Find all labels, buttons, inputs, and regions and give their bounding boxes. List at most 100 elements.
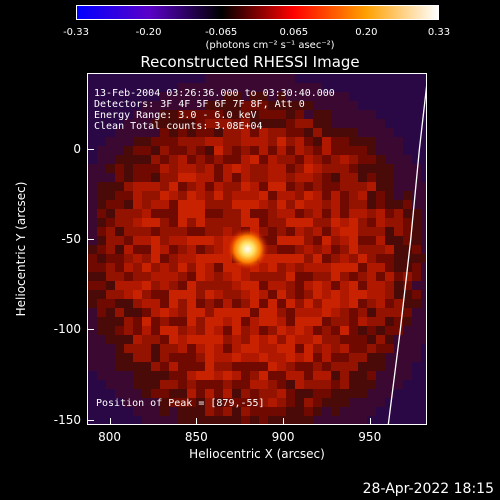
heatmap-pixel (295, 371, 304, 380)
heatmap-pixel (151, 407, 160, 416)
heatmap-pixel (133, 407, 142, 416)
heatmap-pixel (304, 317, 313, 326)
heatmap-pixel (286, 317, 295, 326)
heatmap-pixel (340, 380, 349, 389)
heatmap-pixel (313, 344, 322, 353)
heatmap-pixel (358, 200, 367, 209)
heatmap-pixel (259, 380, 268, 389)
heatmap-pixel (124, 299, 133, 308)
heatmap-pixel (358, 182, 367, 191)
heatmap-pixel (259, 173, 268, 182)
heatmap-pixel (394, 209, 403, 218)
heatmap-pixel (250, 137, 259, 146)
heatmap-pixel (259, 362, 268, 371)
heatmap-pixel (421, 299, 426, 308)
heatmap-pixel (160, 371, 169, 380)
heatmap-pixel (142, 308, 151, 317)
heatmap-pixel (241, 290, 250, 299)
heatmap-pixel (178, 218, 187, 227)
heatmap-pixel (97, 173, 106, 182)
heatmap-pixel (313, 407, 322, 416)
heatmap-pixel (367, 263, 376, 272)
heatmap-pixel (142, 227, 151, 236)
heatmap-pixel (295, 155, 304, 164)
heatmap-pixel (241, 155, 250, 164)
heatmap-pixel (124, 317, 133, 326)
heatmap-pixel (241, 119, 250, 128)
heatmap-pixel (277, 164, 286, 173)
heatmap-pixel (169, 398, 178, 407)
heatmap-pixel (142, 155, 151, 164)
heatmap-pixel (196, 173, 205, 182)
heatmap-pixel (295, 353, 304, 362)
heatmap-pixel (376, 236, 385, 245)
heatmap-pixel (277, 398, 286, 407)
heatmap-pixel (241, 380, 250, 389)
heatmap-pixel (133, 173, 142, 182)
heatmap-pixel (322, 299, 331, 308)
heatmap-pixel (367, 155, 376, 164)
heatmap-pixel (322, 155, 331, 164)
heatmap-pixel (268, 182, 277, 191)
heatmap-pixel (223, 191, 232, 200)
heatmap-pixel (259, 344, 268, 353)
heatmap-pixel (97, 182, 106, 191)
heatmap-pixel (160, 326, 169, 335)
heatmap-pixel (97, 335, 106, 344)
heatmap-pixel (367, 389, 376, 398)
heatmap-pixel (259, 209, 268, 218)
heatmap-pixel (367, 191, 376, 200)
heatmap-pixel (331, 281, 340, 290)
heatmap-pixel (232, 209, 241, 218)
heatmap-pixel (205, 290, 214, 299)
heatmap-pixel (223, 200, 232, 209)
heatmap-pixel (340, 272, 349, 281)
heatmap-pixel (412, 272, 421, 281)
heatmap-pixel (160, 272, 169, 281)
heatmap-pixel (160, 191, 169, 200)
heatmap-pixel (394, 236, 403, 245)
heatmap-pixel (304, 416, 313, 424)
heatmap-pixel (187, 128, 196, 137)
heatmap-pixel (88, 326, 97, 335)
heatmap-pixel (286, 92, 295, 101)
heatmap-pixel (367, 137, 376, 146)
heatmap-pixel (187, 353, 196, 362)
heatmap-pixel (358, 218, 367, 227)
heatmap-pixel (286, 236, 295, 245)
heatmap-pixel (232, 344, 241, 353)
heatmap-pixel (133, 218, 142, 227)
heatmap-pixel (304, 272, 313, 281)
heatmap-pixel (196, 254, 205, 263)
heatmap-pixel (385, 128, 394, 137)
heatmap-pixel (97, 344, 106, 353)
heatmap-pixel (304, 326, 313, 335)
heatmap-pixel (142, 272, 151, 281)
heatmap-pixel (124, 155, 133, 164)
heatmap-pixel (115, 380, 124, 389)
heatmap-pixel (412, 326, 421, 335)
heatmap-pixel (106, 155, 115, 164)
heatmap-pixel (277, 371, 286, 380)
heatmap-pixel (412, 254, 421, 263)
heatmap-pixel (277, 137, 286, 146)
heatmap-pixel (232, 308, 241, 317)
heatmap-pixel (178, 290, 187, 299)
heatmap-pixel (133, 137, 142, 146)
heatmap-pixel (277, 218, 286, 227)
heatmap-pixel (367, 200, 376, 209)
heatmap-pixel (241, 173, 250, 182)
heatmap-pixel (331, 308, 340, 317)
heatmap-pixel (187, 308, 196, 317)
heatmap-pixel (385, 245, 394, 254)
heatmap-pixel (124, 290, 133, 299)
heatmap-pixel (205, 299, 214, 308)
heatmap-pixel (340, 290, 349, 299)
heatmap-pixel (376, 173, 385, 182)
heatmap-pixel (313, 146, 322, 155)
heatmap-pixel (259, 308, 268, 317)
heatmap-pixel (403, 371, 412, 380)
heatmap-pixel (205, 308, 214, 317)
heatmap-pixel (223, 209, 232, 218)
heatmap-pixel (142, 173, 151, 182)
